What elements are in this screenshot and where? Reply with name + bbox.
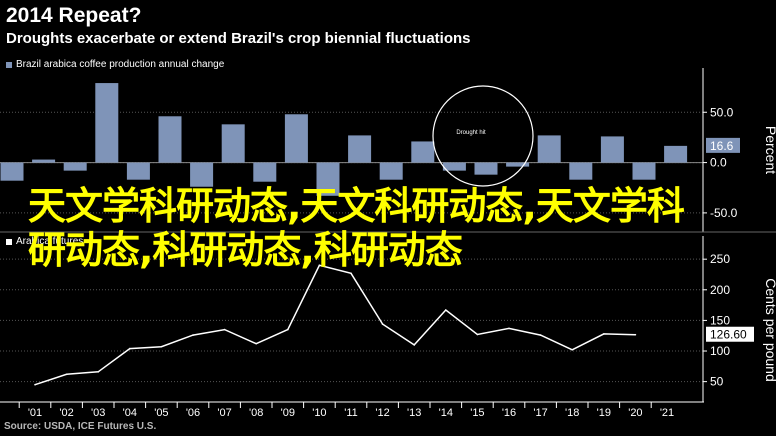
top-y-tick-label: 0.0 [710, 156, 727, 170]
bottom-panel: 250 200 150 100 50 126.60 Cents per pound [0, 236, 776, 402]
source-note: Source: USDA, ICE Futures U.S. [4, 421, 157, 432]
bar-'01 [32, 159, 56, 163]
x-tick-label: '06 [186, 407, 200, 419]
bottom-last-value-box [706, 326, 754, 342]
x-tick-label: '19 [597, 407, 611, 419]
line-point-'06 [192, 334, 194, 336]
top-y-tick-label: -50.0 [710, 206, 738, 220]
line-point-'02 [65, 373, 68, 376]
bar-'15 [474, 162, 498, 175]
top-panel: Drought hit 50.0 0.0 -50.0 16.6 Percent [0, 68, 776, 233]
bottom-legend-label: Arabica futures [16, 236, 84, 247]
line-point-'16 [508, 327, 510, 330]
x-tick-label: '21 [660, 407, 674, 419]
x-tick-label: '15 [470, 407, 484, 419]
line-point-'14 [445, 309, 447, 311]
bar-'16 [506, 162, 530, 167]
chart-title: 2014 Repeat? [6, 4, 142, 27]
bar-'03 [95, 83, 119, 163]
bottom-y-axis-label: Cents per pound [763, 278, 776, 382]
line-point-'08 [255, 342, 257, 345]
top-legend-label: Brazil arabica coffee production annual … [16, 59, 225, 70]
bar-'20 [632, 162, 656, 180]
bar-'09 [284, 114, 308, 163]
bar-'21 [664, 145, 688, 163]
bottom-y-tick-label: 150 [710, 313, 730, 327]
bar-'06 [190, 162, 214, 187]
bar-'05 [158, 116, 182, 163]
bar-'11 [348, 135, 372, 163]
line-point-'09 [287, 328, 289, 331]
x-tick-label: '05 [154, 407, 168, 419]
x-tick-label: '03 [91, 407, 105, 419]
line-point-'01 [34, 383, 36, 386]
bar-'00 [0, 162, 24, 181]
x-tick-label: '12 [375, 407, 389, 419]
x-tick-label: '02 [59, 407, 73, 419]
top-y-axis-label: Percent [763, 126, 776, 174]
x-tick-label: '08 [249, 407, 263, 419]
x-tick-label: '16 [502, 407, 516, 419]
line-point-'11 [350, 272, 352, 275]
line-point-'18 [571, 348, 573, 351]
bottom-y-tick-label: 100 [710, 344, 730, 358]
bottom-legend-swatch [6, 238, 12, 245]
x-axis: '01 '02 '03 '04 '05 '06 '07 '08 '09 '10 '11 '12 '13 '… [0, 401, 704, 419]
line-point-'12 [381, 323, 384, 325]
bottom-y-tick-label: 200 [710, 283, 730, 297]
x-tick-label: '11 [344, 407, 358, 419]
top-legend-swatch [6, 61, 12, 68]
line-point-'15 [476, 333, 479, 336]
line-point-'20 [634, 333, 637, 336]
bar-'10 [316, 162, 340, 196]
bar-'19 [600, 136, 624, 163]
drought-highlight-circle [432, 85, 534, 187]
line-point-'07 [223, 328, 226, 331]
line-point-'17 [539, 334, 542, 336]
top-y-tick-label: 50.0 [710, 105, 734, 119]
bar-'02 [63, 162, 87, 171]
bar-'07 [221, 124, 245, 163]
top-last-value-box [706, 137, 740, 153]
line-point-'04 [129, 347, 131, 350]
top-last-value-label: 16.6 [710, 139, 734, 153]
x-tick-label: '01 [28, 407, 42, 419]
watermark-text: 天文学科研动态,天文科研动态,天文学科研动态,科研动态,科研动态 [28, 184, 685, 272]
bar-'04 [126, 162, 150, 180]
bar-'12 [379, 162, 403, 180]
x-tick-label: '10 [312, 407, 326, 419]
bottom-y-tick-label: 250 [710, 252, 730, 266]
x-tick-label: '09 [281, 407, 295, 419]
bottom-legend: Arabica futures [6, 236, 83, 247]
bottom-last-value-label: 126.60 [710, 328, 747, 342]
x-tick-label: '18 [565, 407, 579, 419]
arabica-futures-line [34, 264, 636, 386]
bottom-y-tick-label: 50 [710, 375, 724, 389]
line-point-'19 [603, 333, 605, 335]
x-tick-label: '07 [217, 407, 231, 419]
bar-'13 [411, 141, 435, 163]
bar-'17 [537, 135, 561, 163]
bar-'08 [253, 162, 277, 182]
line-point-'10 [318, 264, 321, 267]
drought-annotation: Drought hit [456, 130, 486, 136]
x-tick-label: '14 [439, 407, 453, 419]
top-legend: Brazil arabica coffee production annual … [6, 59, 224, 70]
x-tick-label: '20 [628, 407, 642, 419]
x-tick-label: '17 [533, 407, 547, 419]
x-tick-label: '04 [123, 407, 137, 419]
bar-'14 [442, 162, 466, 171]
chart-subtitle: Droughts exacerbate or extend Brazil's c… [6, 30, 471, 47]
bar-'18 [569, 162, 593, 180]
x-tick-label: '13 [407, 407, 421, 419]
line-point-'05 [160, 345, 163, 348]
line-point-'13 [413, 344, 416, 346]
line-point-'03 [97, 371, 99, 373]
